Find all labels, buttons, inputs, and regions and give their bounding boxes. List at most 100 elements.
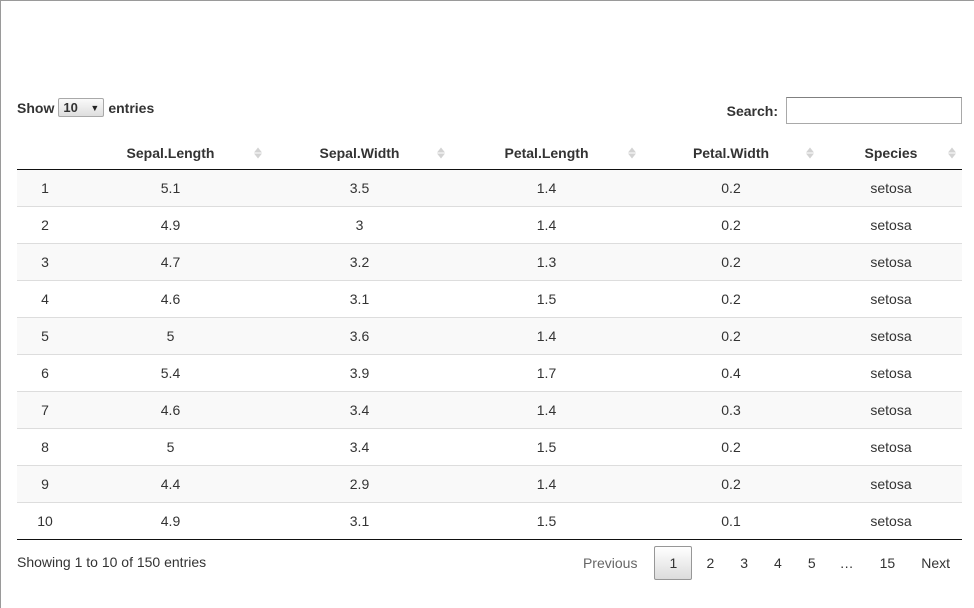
row-number-cell: 6 xyxy=(17,354,73,392)
chevron-down-icon: ▼ xyxy=(90,102,100,113)
column-header-rownames xyxy=(17,136,73,170)
row-number-cell: 7 xyxy=(17,391,73,429)
table-row: 3 4.7 3.2 1.3 0.2 setosa xyxy=(17,243,962,281)
page-button-5[interactable]: 5 xyxy=(807,555,816,571)
sepal-length-cell: 4.6 xyxy=(73,280,268,318)
sort-both-icon xyxy=(628,147,636,158)
petal-length-cell: 1.4 xyxy=(451,465,642,503)
pagination: Previous 1 2 3 4 5 … 15 Next xyxy=(566,546,962,580)
row-number-cell: 3 xyxy=(17,243,73,281)
species-cell: setosa xyxy=(820,280,962,318)
petal-length-cell: 1.5 xyxy=(451,280,642,318)
column-header-sepal-width[interactable]: Sepal.Width xyxy=(268,136,451,170)
search-control: Search: xyxy=(727,97,962,124)
sepal-width-cell: 3.1 xyxy=(268,280,451,318)
column-header-sepal-length[interactable]: Sepal.Length xyxy=(73,136,268,170)
sepal-width-cell: 3.2 xyxy=(268,243,451,281)
row-number-cell: 8 xyxy=(17,428,73,466)
column-header-label: Species xyxy=(864,144,918,161)
column-header-petal-length[interactable]: Petal.Length xyxy=(451,136,642,170)
species-cell: setosa xyxy=(820,206,962,244)
table-row: 10 4.9 3.1 1.5 0.1 setosa xyxy=(17,502,962,540)
search-label: Search: xyxy=(726,102,778,119)
data-table: Sepal.Length Sepal.Width Petal.Length Pe… xyxy=(17,136,962,540)
sepal-width-cell: 2.9 xyxy=(268,465,451,503)
species-cell: setosa xyxy=(820,317,962,355)
petal-width-cell: 0.2 xyxy=(642,465,820,503)
sepal-length-cell: 4.4 xyxy=(73,465,268,503)
petal-width-cell: 0.2 xyxy=(642,169,820,207)
petal-length-cell: 1.5 xyxy=(451,428,642,466)
table-row: 8 5 3.4 1.5 0.2 setosa xyxy=(17,428,962,466)
sepal-width-cell: 3.6 xyxy=(268,317,451,355)
entries-label: entries xyxy=(108,99,155,116)
row-number-cell: 10 xyxy=(17,502,73,540)
sort-both-icon xyxy=(437,147,445,158)
column-header-species[interactable]: Species xyxy=(820,136,962,170)
sepal-length-cell: 4.9 xyxy=(73,206,268,244)
sepal-length-cell: 5.1 xyxy=(73,169,268,207)
species-cell: setosa xyxy=(820,428,962,466)
table-row: 6 5.4 3.9 1.7 0.4 setosa xyxy=(17,354,962,392)
next-page-button[interactable]: Next xyxy=(921,555,950,571)
sepal-width-cell: 3.4 xyxy=(268,428,451,466)
sepal-length-cell: 4.9 xyxy=(73,502,268,540)
datatable-wrapper: Show 10 ▼ entries Search: xyxy=(17,96,962,586)
sepal-width-cell: 3.1 xyxy=(268,502,451,540)
row-number-cell: 9 xyxy=(17,465,73,503)
species-cell: setosa xyxy=(820,391,962,429)
page-length-value: 10 xyxy=(63,100,78,115)
sepal-width-cell: 3.5 xyxy=(268,169,451,207)
species-cell: setosa xyxy=(820,354,962,392)
column-header-label: Petal.Width xyxy=(692,144,770,161)
petal-length-cell: 1.4 xyxy=(451,391,642,429)
page-button-2[interactable]: 2 xyxy=(706,555,715,571)
page-length-control: Show 10 ▼ entries xyxy=(17,98,154,117)
species-cell: setosa xyxy=(820,465,962,503)
table-row: 1 5.1 3.5 1.4 0.2 setosa xyxy=(17,169,962,207)
petal-width-cell: 0.2 xyxy=(642,280,820,318)
table-row: 9 4.4 2.9 1.4 0.2 setosa xyxy=(17,465,962,503)
previous-page-button[interactable]: Previous xyxy=(582,555,638,571)
sepal-length-cell: 5 xyxy=(73,428,268,466)
petal-width-cell: 0.3 xyxy=(642,391,820,429)
species-cell: setosa xyxy=(820,169,962,207)
table-footer: Showing 1 to 10 of 150 entries Previous … xyxy=(17,540,962,586)
column-header-petal-width[interactable]: Petal.Width xyxy=(642,136,820,170)
sepal-length-cell: 5 xyxy=(73,317,268,355)
petal-width-cell: 0.2 xyxy=(642,428,820,466)
page-button-3[interactable]: 3 xyxy=(740,555,749,571)
sort-both-icon xyxy=(806,147,814,158)
petal-length-cell: 1.4 xyxy=(451,169,642,207)
row-number-cell: 4 xyxy=(17,280,73,318)
sepal-width-cell: 3.9 xyxy=(268,354,451,392)
page-length-select[interactable]: 10 ▼ xyxy=(58,98,105,117)
petal-length-cell: 1.4 xyxy=(451,206,642,244)
page-button-1[interactable]: 1 xyxy=(654,546,693,580)
species-cell: setosa xyxy=(820,502,962,540)
sort-both-icon xyxy=(948,147,956,158)
petal-width-cell: 0.2 xyxy=(642,317,820,355)
table-row: 5 5 3.6 1.4 0.2 setosa xyxy=(17,317,962,355)
petal-width-cell: 0.2 xyxy=(642,206,820,244)
pagination-ellipsis: … xyxy=(839,555,854,571)
sort-both-icon xyxy=(254,147,262,158)
column-header-label: Sepal.Width xyxy=(319,144,400,161)
table-row: 2 4.9 3 1.4 0.2 setosa xyxy=(17,206,962,244)
header-row: Sepal.Length Sepal.Width Petal.Length Pe… xyxy=(17,136,962,170)
page-button-4[interactable]: 4 xyxy=(774,555,782,571)
column-header-label: Sepal.Length xyxy=(126,144,215,161)
sepal-length-cell: 4.6 xyxy=(73,391,268,429)
petal-length-cell: 1.3 xyxy=(451,243,642,281)
sepal-length-cell: 4.7 xyxy=(73,243,268,281)
search-input[interactable] xyxy=(786,97,962,124)
petal-width-cell: 0.4 xyxy=(642,354,820,392)
table-row: 4 4.6 3.1 1.5 0.2 setosa xyxy=(17,280,962,318)
page-button-15[interactable]: 15 xyxy=(879,555,896,571)
table-row: 7 4.6 3.4 1.4 0.3 setosa xyxy=(17,391,962,429)
petal-length-cell: 1.4 xyxy=(451,317,642,355)
row-number-cell: 1 xyxy=(17,169,73,207)
table-info: Showing 1 to 10 of 150 entries xyxy=(17,554,207,570)
petal-length-cell: 1.7 xyxy=(451,354,642,392)
